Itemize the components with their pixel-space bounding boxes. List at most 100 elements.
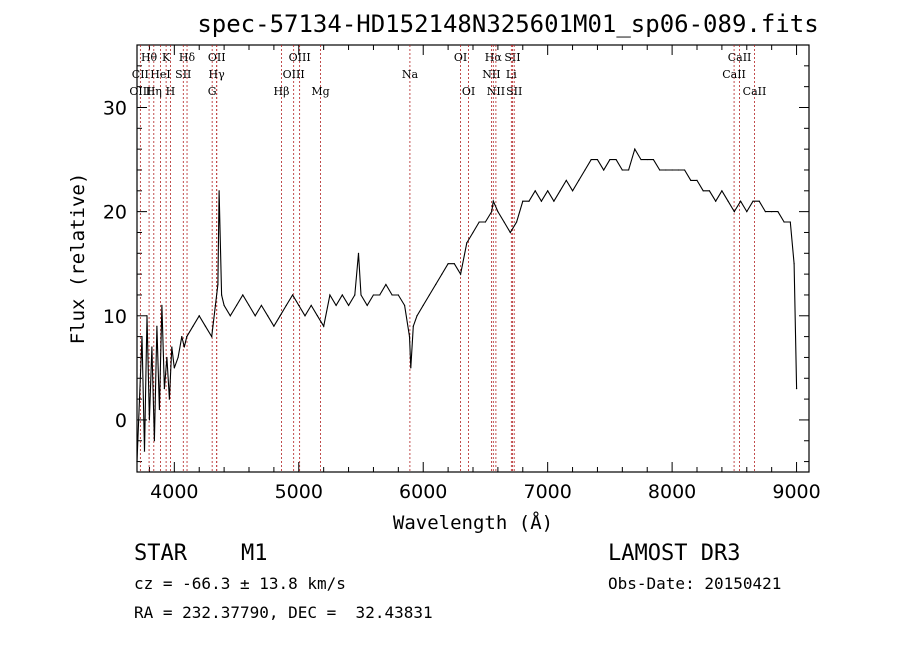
spectrum-point — [218, 190, 220, 192]
line-label-low: H — [166, 85, 176, 98]
y-tick-label: 10 — [103, 306, 127, 328]
spectrum-point — [408, 336, 411, 338]
spectrum-point — [764, 211, 767, 213]
spectrum-point — [235, 304, 238, 306]
spectrum-point — [183, 346, 185, 348]
spectrum-point — [217, 283, 219, 286]
spectrum-point — [372, 294, 375, 296]
y-tick-label: 0 — [115, 410, 127, 432]
spectrum-point — [385, 283, 387, 286]
cz-value: cz = -66.3 ± 13.8 km/s — [134, 574, 346, 593]
spectrum-point — [466, 242, 468, 244]
spectrum-point — [161, 304, 163, 306]
spectrum-point — [221, 294, 223, 296]
spectrum-point — [397, 294, 399, 296]
subclass: M1 — [241, 541, 268, 566]
line-label-low: G — [208, 85, 217, 98]
spectrum-point — [522, 200, 524, 202]
spectrum-point — [609, 158, 611, 161]
spectrum-point — [596, 158, 599, 161]
line-label-low: SII — [506, 85, 522, 98]
spectrum-point — [497, 211, 499, 213]
spectrum-point — [192, 325, 194, 327]
spectrum-point — [354, 294, 356, 296]
spectrum-point — [540, 200, 543, 202]
spectrum-point — [151, 346, 153, 348]
spectrum-point — [143, 450, 146, 452]
spectrum-point — [795, 388, 798, 390]
x-tick-label: 4000 — [150, 481, 198, 503]
spectrum-point — [136, 460, 138, 463]
spectrum-point — [403, 304, 406, 306]
spectrum-point — [584, 169, 586, 171]
spectrum-point — [503, 221, 505, 223]
spectrum-point — [158, 408, 160, 411]
spectrum-point — [304, 315, 306, 317]
line-label-mid: CaII — [722, 68, 746, 81]
spectrum-point — [248, 304, 250, 306]
spectrum-point — [310, 304, 312, 306]
line-label-top: OIII — [289, 51, 311, 64]
spectrum-point — [665, 169, 667, 171]
spectrum-point — [279, 315, 281, 317]
spectrum-point — [733, 211, 735, 213]
spectrum-point — [659, 169, 661, 171]
spectrum-point — [484, 221, 487, 223]
spectrum-point — [696, 179, 698, 181]
spectrum-point — [534, 190, 536, 192]
spectrum-point — [492, 200, 494, 202]
spectrum-point — [447, 263, 449, 265]
line-label-mid: Na — [402, 68, 419, 81]
line-label-mid: HeI — [150, 68, 170, 81]
spectrum-point — [198, 315, 200, 317]
spectrum-point — [141, 336, 143, 338]
obs-date: Obs-Date: 20150421 — [608, 574, 782, 593]
spectrum-point — [690, 179, 692, 181]
spectrum-point — [177, 356, 179, 359]
spectrum-point — [254, 315, 256, 317]
spectrum-point — [646, 158, 648, 161]
spectrum-point — [621, 169, 623, 171]
spectrum-point — [783, 221, 785, 223]
x-tick-label: 6000 — [399, 481, 447, 503]
spectrum-point — [746, 211, 748, 213]
spectrum-point — [640, 158, 642, 161]
spectrum-point — [528, 200, 530, 202]
line-label-mid: Li — [506, 68, 517, 81]
spectrum-point — [211, 336, 213, 338]
x-tick-label: 8000 — [648, 481, 696, 503]
x-tick-label: 7000 — [523, 481, 571, 503]
spectrum-point — [173, 367, 175, 369]
spectrum-point — [360, 294, 362, 296]
spectrum-point — [671, 169, 673, 171]
spectrum-point — [347, 304, 350, 306]
spectrum-point — [168, 398, 170, 400]
spectrum-line — [136, 147, 798, 462]
line-label-mid: CII — [132, 68, 149, 81]
object-type: STAR — [134, 541, 187, 566]
spectrum-point — [634, 148, 636, 150]
spectrum-point — [341, 294, 343, 296]
spectrum-point — [515, 221, 518, 223]
line-label-low: Hη — [146, 85, 162, 98]
y-axis-label: Flux (relative) — [67, 173, 89, 345]
line-label-top: CaII — [728, 51, 752, 64]
spectrum-point — [727, 200, 729, 202]
spectrum-point — [379, 294, 381, 296]
spectrum-point — [223, 304, 225, 306]
spectrum-point — [758, 200, 760, 202]
spectrum-point — [163, 388, 165, 390]
spectrum-point — [708, 190, 711, 192]
spectrum-point — [214, 304, 216, 306]
survey-name: LAMOST DR3 — [608, 541, 741, 566]
line-label-low: NII — [487, 85, 505, 98]
chart-title: spec-57134-HD152148N325601M01_sp06-089.f… — [197, 10, 818, 38]
spectrum-point — [739, 200, 742, 202]
spectrum-point — [166, 356, 168, 359]
spectrum-point — [273, 325, 275, 327]
spectrum-point — [391, 294, 393, 296]
line-label-low: OI — [462, 85, 475, 98]
y-tick-label: 20 — [103, 202, 127, 224]
spectrum-point — [590, 158, 592, 161]
